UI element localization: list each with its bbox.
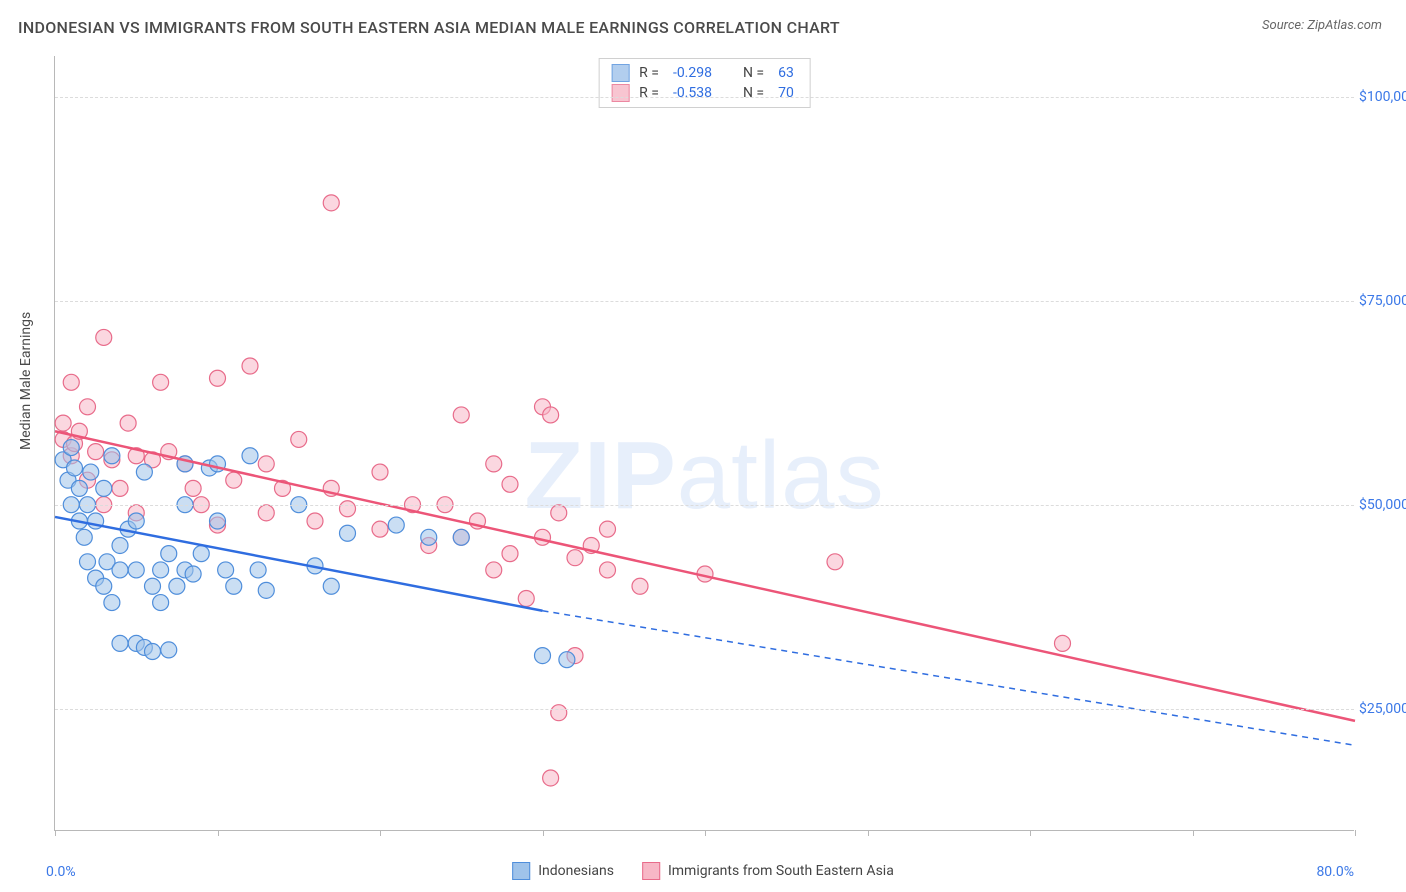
x-tick <box>1193 830 1194 836</box>
y-tick-label: $100,000 <box>1359 89 1406 105</box>
x-tick <box>705 830 706 836</box>
source-label: Source: ZipAtlas.com <box>1262 18 1382 33</box>
x-max-label: 80.0% <box>1316 864 1354 880</box>
legend-correlation: R =-0.298 N =63R =-0.538 N =70 <box>598 58 811 108</box>
legend-swatch <box>611 64 629 82</box>
plot-area: ZIPatlas R =-0.298 N =63R =-0.538 N =70 … <box>54 56 1354 831</box>
gridline <box>55 709 1354 710</box>
x-tick <box>380 830 381 836</box>
scatter-svg <box>55 56 1354 830</box>
x-tick <box>1355 830 1356 836</box>
x-tick <box>543 830 544 836</box>
legend-row: R =-0.538 N =70 <box>611 83 798 103</box>
y-tick-label: $25,000 <box>1359 701 1406 717</box>
y-axis-label: Median Male Earnings <box>18 312 34 450</box>
legend-item: Immigrants from South Eastern Asia <box>642 862 894 880</box>
y-tick-label: $50,000 <box>1359 497 1406 513</box>
legend-label: Immigrants from South Eastern Asia <box>668 863 894 879</box>
legend-row: R =-0.298 N =63 <box>611 63 798 83</box>
gridline <box>55 97 1354 98</box>
legend-label: Indonesians <box>538 863 614 879</box>
x-tick <box>218 830 219 836</box>
legend-swatch <box>512 862 530 880</box>
x-tick <box>55 830 56 836</box>
x-tick <box>1030 830 1031 836</box>
gridline <box>55 505 1354 506</box>
legend-series: Indonesians Immigrants from South Eastern… <box>512 862 894 880</box>
x-tick <box>868 830 869 836</box>
gridline <box>55 301 1354 302</box>
legend-item: Indonesians <box>512 862 614 880</box>
y-tick-label: $75,000 <box>1359 293 1406 309</box>
x-min-label: 0.0% <box>46 864 76 880</box>
legend-swatch <box>642 862 660 880</box>
chart-title: INDONESIAN VS IMMIGRANTS FROM SOUTH EAST… <box>18 18 840 37</box>
legend-swatch <box>611 84 629 102</box>
